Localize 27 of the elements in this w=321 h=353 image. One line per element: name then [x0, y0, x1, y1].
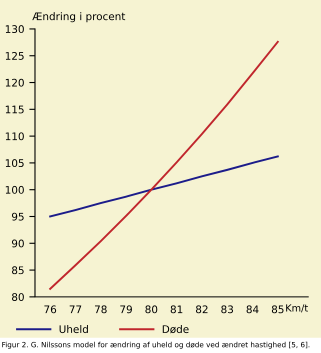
legend-label: Uheld	[60, 325, 88, 334]
line-series	[49, 156, 279, 218]
x-tick-label: 78	[94, 305, 107, 314]
y-axis-title: Ændring i procent	[32, 12, 126, 22]
legend-label: Døde	[162, 325, 189, 334]
x-tick-label: 79	[120, 305, 132, 314]
x-tick-label: 83	[221, 305, 234, 314]
y-tick-label: 100	[6, 186, 24, 194]
y-tick-label: 120	[6, 78, 24, 87]
y-tick-label: 80	[12, 293, 24, 301]
x-tick-label: 80	[145, 305, 158, 314]
x-tick-label: 81	[170, 305, 182, 314]
y-tick-label: 130	[6, 25, 24, 34]
x-tick-label: 85	[272, 305, 284, 314]
x-tick-label: 82	[196, 305, 208, 314]
x-tick-label: 76	[44, 305, 56, 314]
y-tick-label: 85	[12, 266, 24, 274]
x-tick-label: 77	[70, 306, 82, 314]
x-tick-label: 84	[246, 305, 259, 314]
line-series	[49, 40, 279, 290]
y-tick-label: 90	[12, 240, 24, 248]
y-tick-label: 115	[6, 106, 24, 114]
x-axis-title: Km/t	[286, 304, 308, 312]
y-tick-label: 95	[12, 212, 24, 221]
y-tick-label: 110	[6, 132, 24, 140]
y-tick-label: 105	[6, 159, 24, 168]
y-tick-label: 125	[6, 52, 24, 60]
